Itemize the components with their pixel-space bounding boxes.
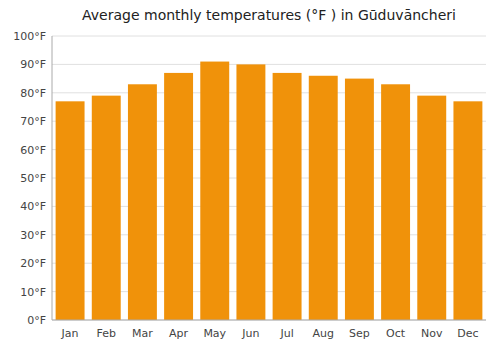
bar (345, 79, 374, 320)
bar (453, 101, 482, 320)
bar (381, 84, 410, 320)
grid-line (52, 320, 486, 321)
x-tick-label: Jan (61, 327, 79, 340)
page: {"chart_data": {"type": "bar", "title": … (0, 0, 500, 350)
x-tick-label: Nov (421, 327, 443, 340)
bar (417, 96, 446, 320)
x-tick-label: May (203, 327, 226, 340)
y-tick-label: 80°F (20, 87, 46, 100)
bar (309, 76, 338, 320)
x-tick-label: Sep (349, 327, 370, 340)
x-tick-label: Dec (457, 327, 478, 340)
y-tick-label: 60°F (20, 144, 46, 157)
y-tick-label: 70°F (20, 115, 46, 128)
bar (92, 96, 121, 320)
x-tick-label: Oct (386, 327, 406, 340)
bar (56, 101, 85, 320)
x-tick-label: Jun (241, 327, 259, 340)
x-tick-label: Aug (313, 327, 334, 340)
bar (273, 73, 302, 320)
title: Average monthly temperatures (°F ) in Gū… (82, 7, 456, 23)
x-axis-line (52, 320, 486, 321)
x-tick-label: Feb (97, 327, 116, 340)
y-tick-label: 30°F (20, 229, 46, 242)
grid (52, 36, 486, 320)
x-tick-label: Jul (279, 327, 293, 340)
bars (56, 62, 483, 320)
bar (128, 84, 157, 320)
bar (236, 64, 265, 320)
y-tick-label: 90°F (20, 58, 46, 71)
y-tick-label: 40°F (20, 200, 46, 213)
y-tick-label: 100°F (13, 30, 46, 43)
y-tick-label: 0°F (27, 314, 46, 327)
chart-svg: Average monthly temperatures (°F ) in Gū… (0, 0, 500, 350)
x-tick-label: Mar (132, 327, 153, 340)
y-tick-label: 20°F (20, 257, 46, 270)
x-tick-label: Apr (169, 327, 189, 340)
grid-line (52, 36, 486, 37)
chart-container: Average monthly temperatures (°F ) in Gū… (0, 0, 500, 350)
grid-line (52, 92, 486, 93)
y-axis-line (52, 36, 53, 320)
y-tick-label: 50°F (20, 172, 46, 185)
bar (200, 62, 229, 320)
grid-line (52, 64, 486, 65)
bar (164, 73, 193, 320)
y-tick-label: 10°F (20, 286, 46, 299)
